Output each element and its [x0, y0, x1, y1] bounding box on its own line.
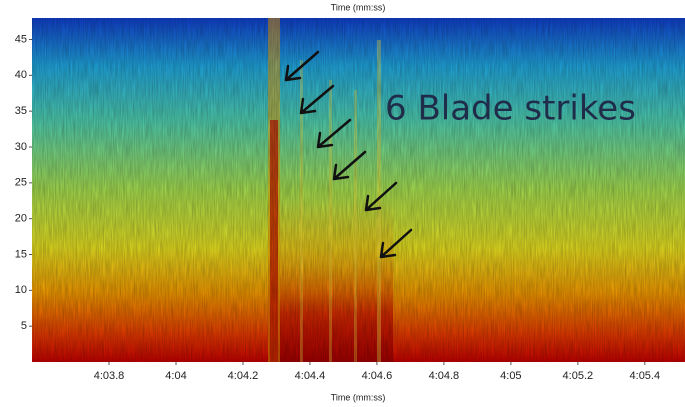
x-tick-label: 4:04.6: [362, 370, 393, 382]
x-tick-label: 4:03.8: [94, 370, 125, 382]
y-tick-label: 40: [15, 69, 27, 81]
y-tick-label: 30: [15, 141, 27, 153]
spectrogram-image: [32, 18, 685, 362]
x-tick-label: 4:05: [500, 370, 521, 382]
y-tick-label: 15: [15, 248, 27, 260]
x-tick-label: 4:05.4: [630, 370, 661, 382]
x-tick-label: 4:04.8: [429, 370, 460, 382]
y-tick-label: 35: [15, 105, 27, 117]
y-tick-label: 10: [15, 284, 27, 296]
y-tick-label: 20: [15, 213, 27, 225]
y-tick-label: 5: [21, 320, 27, 332]
x-tick-label: 4:04.2: [228, 370, 259, 382]
arrows: [284, 50, 413, 259]
y-tick-label: 25: [15, 177, 27, 189]
chart-title: Time (mm:ss): [331, 2, 386, 12]
x-tick-label: 4:05.2: [563, 370, 594, 382]
annotation: 6 Blade strikes: [385, 89, 636, 129]
x-tick-label: 4:04: [165, 370, 186, 382]
y-tick-label: 45: [15, 33, 27, 45]
x-axis-label: Time (mm:ss): [331, 392, 386, 402]
x-tick-label: 4:04.4: [295, 370, 326, 382]
